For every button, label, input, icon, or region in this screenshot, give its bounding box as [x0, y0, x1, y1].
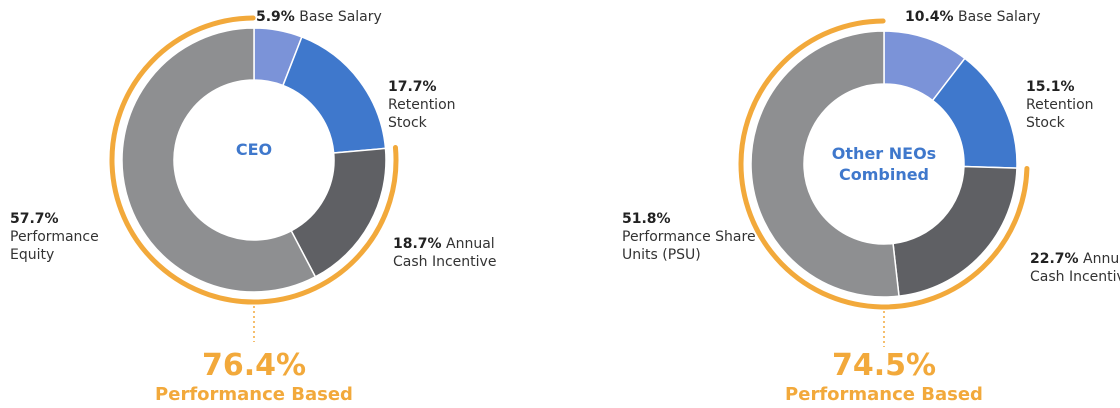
slice-category: Retention Stock: [388, 97, 456, 131]
slice-category: Performance Equity: [10, 229, 99, 263]
slice-value: 10.4%: [905, 9, 954, 25]
slice-category: Base Salary: [299, 9, 382, 25]
slice-label: 51.8% Performance Share Units (PSU): [622, 210, 772, 264]
slice-value: 22.7%: [1030, 251, 1079, 267]
center-label: Other NEOs Combined: [831, 144, 937, 184]
slice-value: 17.7%: [388, 79, 437, 95]
slice: [282, 35, 387, 154]
center-label: CEO: [235, 140, 273, 159]
performance-label: Performance Based: [785, 384, 983, 405]
performance-arc: [738, 18, 1030, 310]
slice-category: Base Salary: [958, 9, 1041, 25]
slice-category: Performance Share Units (PSU): [622, 229, 756, 263]
performance-value: 76.4%: [201, 348, 307, 383]
slice-label: 10.4% Base Salary: [905, 8, 1120, 26]
slice-label: 17.7% Retention Stock: [388, 78, 488, 132]
slice: [750, 30, 900, 298]
slice-category: Annual Cash Incentive: [1030, 251, 1120, 285]
slice-value: 15.1%: [1026, 79, 1075, 95]
slice-category: Retention Stock: [1026, 97, 1094, 131]
slice-label: 15.1% Retention Stock: [1026, 78, 1120, 132]
slice-value: 5.9%: [256, 9, 295, 25]
slice-label: 5.9% Base Salary: [256, 8, 476, 26]
slice: [892, 165, 1018, 297]
slice-value: 51.8%: [622, 211, 671, 227]
performance-label: Performance Based: [155, 384, 353, 405]
slice-label: 22.7% Annual Cash Incentive: [1030, 250, 1120, 286]
slice-label: 18.7% Annual Cash Incentive: [393, 235, 523, 271]
slice: [121, 27, 317, 293]
slice-label: 57.7% Performance Equity: [10, 210, 130, 264]
performance-arc: [109, 15, 399, 305]
performance-value: 74.5%: [831, 348, 937, 383]
slice-category: Annual Cash Incentive: [393, 236, 497, 270]
slice-value: 57.7%: [10, 211, 59, 227]
slice-value: 18.7%: [393, 236, 442, 252]
